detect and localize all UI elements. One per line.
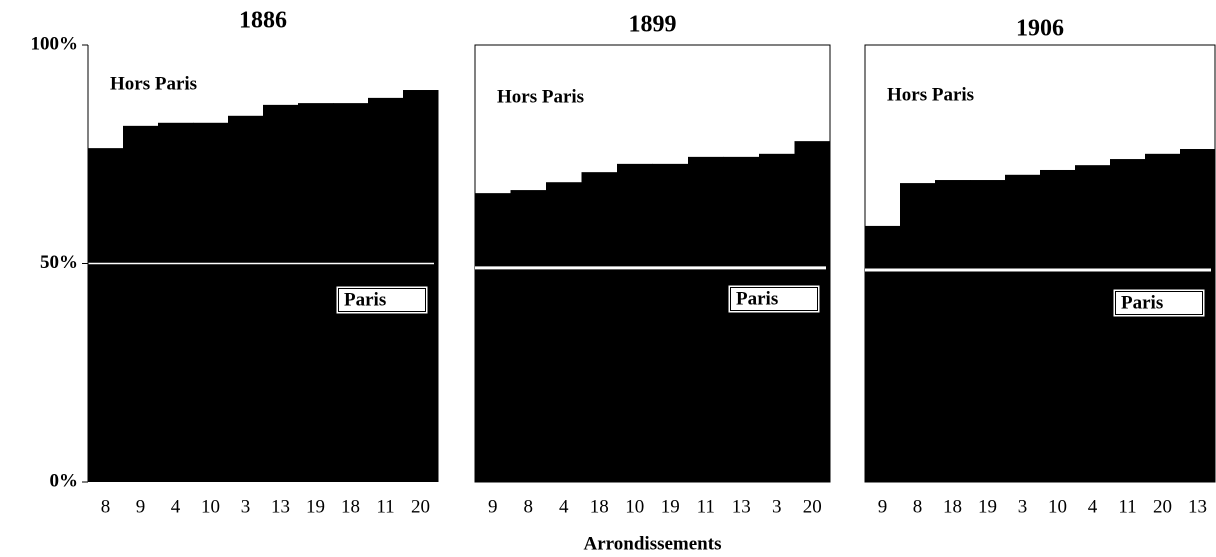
x-tick-label: 11 <box>376 496 394 517</box>
x-tick-label: 8 <box>913 496 923 517</box>
x-tick-label: 18 <box>943 496 962 517</box>
bar <box>475 193 511 482</box>
bar <box>193 122 229 482</box>
bar <box>510 190 547 483</box>
x-tick-label: 19 <box>306 496 325 517</box>
bar <box>1005 174 1041 482</box>
x-tick-label: 3 <box>241 496 251 517</box>
label-box <box>727 284 821 314</box>
x-tick-label: 4 <box>171 496 181 517</box>
bar <box>1110 159 1146 482</box>
x-tick-label: 19 <box>661 496 680 517</box>
label-box-inner <box>1115 291 1203 315</box>
bar <box>546 182 582 482</box>
label-box-inner <box>730 287 818 311</box>
bar <box>688 156 724 482</box>
panel-title: 1886 <box>239 8 287 34</box>
x-tick-label: 20 <box>1153 496 1172 517</box>
x-tick-label: 8 <box>101 496 111 517</box>
x-tick-label: 4 <box>1088 496 1098 517</box>
panel-title: 1906 <box>1016 16 1064 42</box>
bar <box>88 148 124 482</box>
x-tick-label: 8 <box>524 496 534 517</box>
bar <box>1145 153 1181 483</box>
x-tick-label: 10 <box>1048 496 1067 517</box>
bar <box>759 153 795 483</box>
bar <box>865 225 901 482</box>
x-tick-label: 20 <box>411 496 430 517</box>
bar <box>723 156 760 482</box>
x-tick-label: 10 <box>625 496 644 517</box>
label-box-inner <box>338 288 426 312</box>
bar <box>158 122 194 482</box>
x-tick-label: 13 <box>732 496 751 517</box>
y-tick-label: 0% <box>50 470 79 491</box>
bar <box>263 104 299 482</box>
x-tick-label: 18 <box>341 496 360 517</box>
x-tick-label: 9 <box>488 496 498 517</box>
x-tick-label: 11 <box>1118 496 1136 517</box>
x-tick-label: 11 <box>697 496 715 517</box>
y-tick-label: 50% <box>40 252 78 273</box>
y-tick-label: 100% <box>31 33 79 54</box>
panel-title: 1899 <box>629 12 677 38</box>
bar <box>935 180 971 482</box>
series-label: Paris <box>736 288 778 309</box>
bar <box>1040 169 1076 482</box>
x-tick-label: 20 <box>803 496 822 517</box>
series-label: Paris <box>1121 292 1163 313</box>
bar <box>970 180 1006 482</box>
bar <box>298 103 334 482</box>
x-tick-label: 3 <box>772 496 782 517</box>
x-axis-label: Arrondissements <box>584 533 722 554</box>
bar <box>900 183 936 483</box>
label-box <box>1112 288 1206 318</box>
x-tick-label: 3 <box>1018 496 1028 517</box>
x-tick-label: 18 <box>590 496 609 517</box>
x-tick-label: 9 <box>878 496 888 517</box>
bar <box>581 172 618 483</box>
x-tick-label: 9 <box>136 496 146 517</box>
series-label: Paris <box>344 289 386 310</box>
bar <box>123 125 159 482</box>
x-tick-label: 19 <box>978 496 997 517</box>
bar <box>228 115 264 482</box>
bar <box>617 163 653 482</box>
x-tick-label: 10 <box>201 496 220 517</box>
x-tick-label: 13 <box>271 496 290 517</box>
bar <box>1075 165 1111 483</box>
series-label: Hors Paris <box>887 84 974 105</box>
series-label: Hors Paris <box>497 86 584 107</box>
series-label: Hors Paris <box>110 73 197 94</box>
x-tick-label: 4 <box>559 496 569 517</box>
x-tick-label: 13 <box>1188 496 1207 517</box>
bar <box>652 163 689 482</box>
label-box <box>335 285 429 315</box>
